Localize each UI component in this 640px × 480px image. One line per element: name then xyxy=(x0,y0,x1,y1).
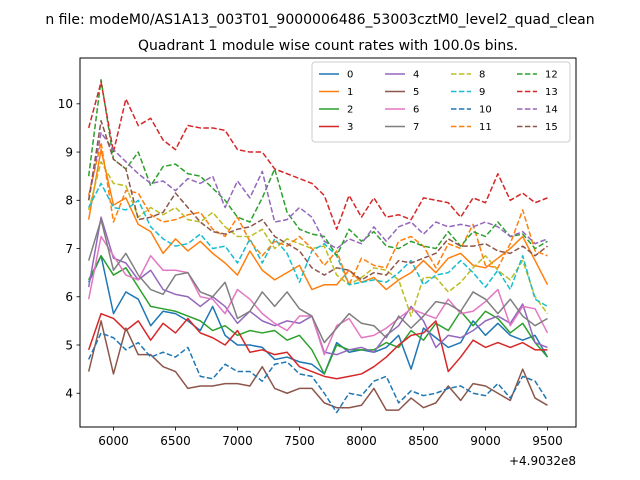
figure-suptitle: n file: modeM0/AS1A13_003T01_9000006486_… xyxy=(45,12,594,28)
y-tick-label: 9 xyxy=(65,145,73,159)
x-tick-label: 7000 xyxy=(222,434,253,448)
legend-label-5: 5 xyxy=(413,87,419,98)
legend-label-6: 6 xyxy=(413,105,419,116)
x-axis-offset-label: +4.9032e8 xyxy=(509,454,576,468)
y-tick-label: 5 xyxy=(65,338,73,352)
series-line-12 xyxy=(87,78,548,257)
legend-label-14: 14 xyxy=(545,105,558,116)
x-tick-label: 6000 xyxy=(98,434,129,448)
y-tick-label: 6 xyxy=(65,290,73,304)
series-line-6 xyxy=(87,235,549,356)
legend-label-11: 11 xyxy=(479,122,492,133)
series-line-5 xyxy=(87,320,548,411)
y-tick-label: 10 xyxy=(58,97,73,111)
series-layer xyxy=(87,78,549,414)
legend-label-12: 12 xyxy=(545,70,558,81)
series-line-3 xyxy=(87,312,548,380)
legend-label-3: 3 xyxy=(347,122,353,133)
ticks-layer: 6000 6500 7000 7500 8000 8500 9000 9500 4 5 6 7 8 9 10 xyxy=(58,97,563,448)
legend-label-1: 1 xyxy=(347,87,353,98)
y-tick-label: 8 xyxy=(65,194,73,208)
series-line-7 xyxy=(87,218,548,344)
legend-label-2: 2 xyxy=(347,105,353,116)
legend-label-10: 10 xyxy=(479,105,492,116)
y-tick-label: 7 xyxy=(65,242,73,256)
legend-label-8: 8 xyxy=(479,70,485,81)
series-line-10 xyxy=(88,332,549,414)
series-line-15 xyxy=(87,119,548,281)
axes-frame xyxy=(79,57,577,428)
x-tick-label: 9500 xyxy=(532,434,563,448)
series-line-0 xyxy=(88,255,549,375)
legend-label-13: 13 xyxy=(545,87,558,98)
x-tick-label: 6500 xyxy=(160,434,191,448)
x-tick-label: 9000 xyxy=(470,434,501,448)
series-line-14 xyxy=(87,132,548,250)
series-line-13 xyxy=(87,81,548,230)
x-tick-label: 8000 xyxy=(346,434,377,448)
series-line-11 xyxy=(87,141,548,286)
legend-label-7: 7 xyxy=(413,122,419,133)
legend-frame xyxy=(311,61,571,143)
chart-title: Quadrant 1 module wise count rates with … xyxy=(138,38,518,54)
y-tick-label: 4 xyxy=(65,387,73,401)
x-tick-label: 8500 xyxy=(408,434,439,448)
series-line-1 xyxy=(87,148,549,291)
legend-label-9: 9 xyxy=(479,87,485,98)
legend-label-0: 0 xyxy=(347,70,353,81)
legend-label-4: 4 xyxy=(413,70,419,81)
x-tick-label: 7500 xyxy=(284,434,315,448)
series-line-9 xyxy=(88,182,548,308)
series-line-2 xyxy=(88,255,549,375)
legend-label-15: 15 xyxy=(545,122,558,133)
